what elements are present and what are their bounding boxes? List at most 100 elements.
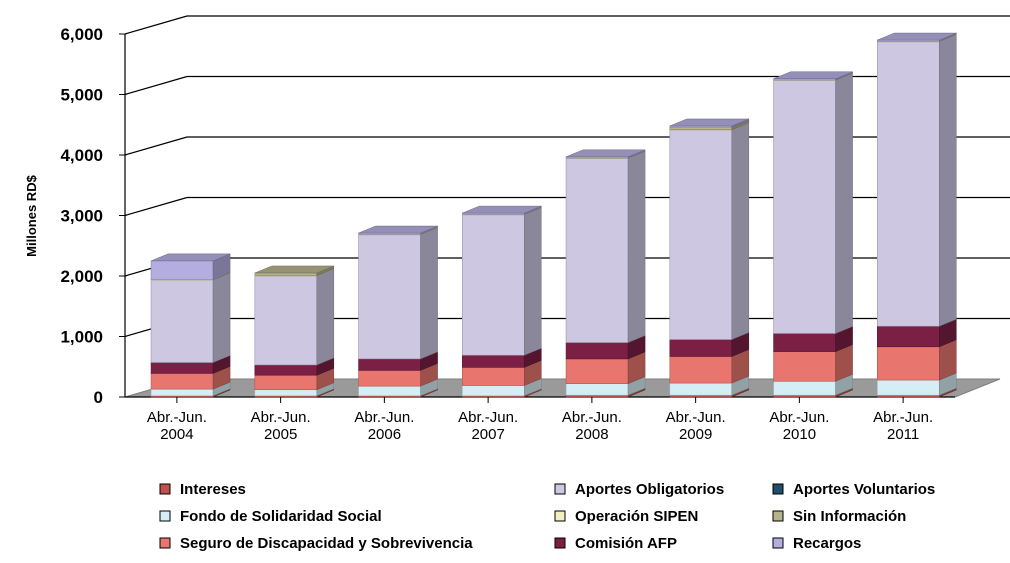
legend-label: Comisión AFP bbox=[575, 535, 677, 552]
bar-segment-comision-afp bbox=[150, 362, 214, 374]
bar-segment-seguro-de-discapacidad-y-sobrevivencia bbox=[150, 373, 214, 390]
bar-segment-fondo-de-solidaridad-social bbox=[462, 385, 525, 397]
legend-item-aportes-obligatorios: Aportes Obligatorios bbox=[554, 481, 724, 498]
x-axis-ticks: Abr.-Jun. 2004 Abr.-Jun. 2005 Abr.-Jun. 2006 A… bbox=[147, 397, 933, 443]
bars bbox=[150, 32, 957, 398]
legend-item-sin-informacion: Sin Información bbox=[772, 508, 906, 525]
y-tick-label: 0 bbox=[94, 388, 103, 407]
bar-segment-seguro-de-discapacidad-y-sobrevivencia bbox=[254, 374, 318, 391]
bar-segment-seguro-de-discapacidad-y-sobrevivencia bbox=[773, 351, 836, 382]
bar-segment-comision-afp bbox=[877, 325, 940, 348]
legend-item-aportes-voluntarios: Aportes Voluntarios bbox=[772, 481, 935, 498]
bar-segment-aportes-obligatorios bbox=[358, 234, 421, 360]
gridline-diagonal bbox=[124, 136, 188, 156]
x-tick-label: Abr.-Jun. 2006 bbox=[354, 409, 414, 443]
legend-swatch bbox=[554, 483, 566, 495]
bar-segment-fondo-de-solidaridad-social bbox=[358, 385, 421, 397]
bar-segment-fondo-de-solidaridad-social bbox=[669, 382, 733, 396]
bar-segment-comision-afp bbox=[358, 358, 421, 371]
legend-label: Aportes Obligatorios bbox=[575, 481, 724, 498]
bar-top-recargos bbox=[773, 71, 853, 80]
bar-segment-fondo-de-solidaridad-social bbox=[254, 389, 318, 397]
bar-side-aportes-obligatorios bbox=[939, 34, 957, 327]
bar-stack-2006 bbox=[358, 225, 438, 398]
bar-segment-seguro-de-discapacidad-y-sobrevivencia bbox=[462, 367, 525, 386]
bar-stack-2011 bbox=[877, 32, 957, 398]
x-tick-label: Abr.-Jun. 2011 bbox=[873, 409, 933, 443]
bar-segment-fondo-de-solidaridad-social bbox=[150, 388, 214, 397]
bar-segment-aportes-obligatorios bbox=[462, 214, 525, 356]
bar-segment-comision-afp bbox=[462, 354, 525, 368]
x-tick-label: Abr.-Jun. 2005 bbox=[251, 409, 311, 443]
bar-segment-comision-afp bbox=[773, 333, 836, 352]
bar-top-recargos bbox=[358, 225, 438, 234]
x-tick-label: Abr.-Jun. 2010 bbox=[769, 409, 829, 443]
bar-side-aportes-obligatorios bbox=[835, 73, 853, 334]
legend-swatch bbox=[159, 483, 171, 495]
bar-segment-comision-afp bbox=[669, 339, 733, 357]
x-tick-label: Abr.-Jun. 2009 bbox=[666, 409, 726, 443]
bar-top-recargos bbox=[565, 149, 646, 158]
bar-segment-aportes-obligatorios bbox=[254, 275, 318, 366]
bar-segment-aportes-obligatorios bbox=[773, 80, 836, 334]
legend-swatch bbox=[554, 510, 566, 522]
y-tick-label: 2,000 bbox=[60, 267, 103, 286]
bar-segment-seguro-de-discapacidad-y-sobrevivencia bbox=[565, 358, 629, 384]
bar-stack-2007 bbox=[462, 205, 542, 398]
bar-segment-recargos bbox=[150, 260, 214, 280]
bar-stack-2005 bbox=[254, 265, 335, 398]
y-tick-label: 3,000 bbox=[60, 207, 103, 226]
legend-swatch bbox=[554, 537, 566, 549]
legend-label: Operación SIPEN bbox=[575, 508, 698, 525]
legend-swatch bbox=[772, 483, 784, 495]
legend-label: Recargos bbox=[793, 535, 861, 552]
bar-segment-seguro-de-discapacidad-y-sobrevivencia bbox=[358, 370, 421, 387]
legend-item-recargos: Recargos bbox=[772, 535, 861, 552]
y-tick-label: 4,000 bbox=[60, 146, 103, 165]
bar-top-recargos bbox=[877, 32, 957, 41]
bar-segment-aportes-obligatorios bbox=[150, 279, 214, 363]
bar-top-sin-informacion bbox=[254, 265, 334, 274]
legend-label: Aportes Voluntarios bbox=[793, 481, 935, 498]
legend-swatch bbox=[159, 510, 171, 522]
bar-side-aportes-obligatorios bbox=[524, 207, 542, 356]
bar-side-aportes-obligatorios bbox=[420, 227, 438, 360]
legend: Intereses Aportes Obligatorios Aportes Vol… bbox=[159, 481, 935, 552]
y-axis-ticks: 0 1,000 2,000 3,000 4,000 5,000 6,000 bbox=[60, 25, 125, 407]
bar-stack-2008 bbox=[565, 149, 646, 398]
bar-segment-aportes-obligatorios bbox=[669, 129, 733, 340]
x-tick-label: Abr.-Jun. 2008 bbox=[562, 409, 622, 443]
bar-side-aportes-obligatorios bbox=[212, 272, 231, 363]
legend-swatch bbox=[772, 510, 784, 522]
gridline-diagonal bbox=[124, 196, 188, 217]
bar-segment-aportes-obligatorios bbox=[877, 41, 940, 327]
bar-top-recargos bbox=[462, 205, 542, 214]
y-tick-label: 5,000 bbox=[60, 86, 103, 105]
legend-item-fondo-de-solidaridad-social: Fondo de Solidaridad Social bbox=[159, 508, 382, 525]
bar-segment-seguro-de-discapacidad-y-sobrevivencia bbox=[877, 346, 940, 381]
bar-side-aportes-obligatorios bbox=[316, 268, 335, 366]
bar-top-recargos bbox=[669, 118, 749, 127]
legend-item-intereses: Intereses bbox=[159, 481, 246, 498]
y-axis-label: Millones RD$ bbox=[24, 174, 39, 256]
bar-segment-aportes-obligatorios bbox=[565, 158, 629, 343]
bar-stack-2010 bbox=[773, 71, 853, 398]
legend-label: Intereses bbox=[180, 481, 246, 498]
y-tick-label: 6,000 bbox=[60, 25, 103, 44]
y-tick-label: 1,000 bbox=[60, 328, 103, 347]
legend-item-operacion-sipen: Operación SIPEN bbox=[554, 508, 698, 525]
legend-label: Fondo de Solidaridad Social bbox=[180, 508, 382, 525]
bar-segment-fondo-de-solidaridad-social bbox=[773, 380, 836, 396]
bar-segment-comision-afp bbox=[254, 364, 318, 376]
legend-item-seguro-de-discapacidad-y-sobrevivencia: Seguro de Discapacidad y Sobrevivencia bbox=[159, 535, 473, 552]
x-tick-label: Abr.-Jun. 2007 bbox=[458, 409, 518, 443]
bar-side-aportes-obligatorios bbox=[731, 122, 750, 340]
bar-top-recargos bbox=[150, 253, 231, 262]
legend-swatch bbox=[159, 537, 171, 549]
bar-segment-fondo-de-solidaridad-social bbox=[877, 379, 940, 396]
bar-segment-sin-informacion bbox=[669, 126, 733, 130]
bar-segment-sin-informacion bbox=[254, 272, 318, 276]
bar-segment-seguro-de-discapacidad-y-sobrevivencia bbox=[669, 356, 733, 384]
